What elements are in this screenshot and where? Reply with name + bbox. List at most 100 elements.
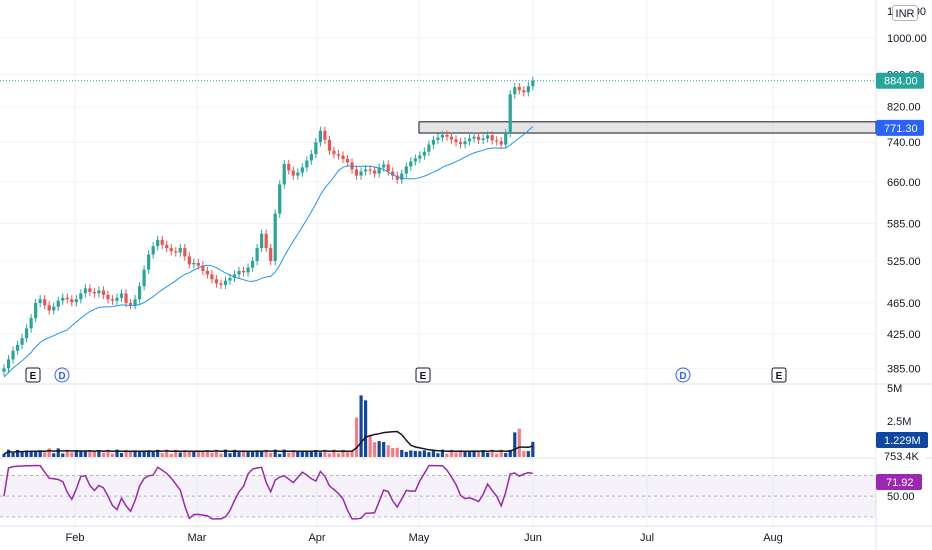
- volume-tick-label: 5M: [887, 383, 902, 395]
- earnings-marker-label: E: [30, 371, 37, 382]
- candle-body: [20, 338, 24, 345]
- candle-body: [454, 139, 458, 143]
- candle-body: [377, 167, 381, 174]
- earnings-marker[interactable]: [771, 367, 787, 383]
- volume-bar: [287, 452, 291, 457]
- volume-bar: [463, 451, 467, 457]
- volume-bar: [74, 450, 78, 457]
- volume-bar: [291, 449, 295, 457]
- candle-body: [187, 256, 191, 265]
- candle-body: [391, 171, 395, 176]
- candle-body: [205, 271, 209, 275]
- volume-bar: [124, 449, 128, 457]
- candle-body: [169, 248, 173, 252]
- volume-ma-tag[interactable]: [876, 450, 926, 462]
- volume-bar: [79, 451, 83, 457]
- volume-bar: [350, 450, 354, 457]
- volume-bar: [336, 453, 341, 457]
- time-axis-label: Apr: [308, 532, 325, 544]
- volume-bar: [440, 449, 445, 457]
- volume-last-tag[interactable]: [876, 432, 928, 448]
- candle-body: [160, 239, 164, 245]
- candle-body: [364, 169, 368, 172]
- candle-body: [6, 359, 11, 369]
- price-tick-label: 660.00: [887, 177, 921, 189]
- volume-bar: [187, 451, 191, 457]
- volume-bar: [15, 449, 20, 457]
- volume-bar: [43, 452, 47, 457]
- candle-body: [178, 248, 182, 253]
- volume-bar: [531, 441, 535, 457]
- volume-bar: [223, 449, 228, 457]
- candle-body: [25, 328, 29, 339]
- candle-body: [269, 248, 273, 261]
- candle-body: [287, 163, 291, 171]
- candle-body: [517, 87, 521, 91]
- volume-bar: [6, 449, 11, 457]
- moving-average-line: [3, 126, 534, 378]
- dividend-marker[interactable]: [675, 367, 691, 383]
- volume-bar: [522, 451, 526, 457]
- volume-bar: [142, 451, 146, 457]
- candle-body: [449, 136, 454, 140]
- volume-bar: [490, 449, 494, 457]
- volume-bar: [47, 448, 51, 457]
- rsi-last-tag[interactable]: [876, 474, 922, 490]
- level-price-tag[interactable]: [876, 119, 924, 136]
- price-axis[interactable]: 1100.001000.00900.00820.00740.00660.0058…: [876, 6, 928, 503]
- volume-bar: [467, 450, 472, 457]
- currency-label[interactable]: INR: [892, 5, 918, 21]
- volume-bar: [354, 417, 359, 457]
- volume-bar: [210, 452, 214, 457]
- volume-bar: [486, 452, 490, 457]
- volume-bar: [11, 452, 15, 457]
- candle-body: [260, 233, 264, 249]
- volume-bar: [318, 452, 322, 457]
- volume-bar: [499, 449, 503, 457]
- last-price-tag[interactable]: [876, 72, 924, 89]
- volume-bar: [61, 453, 65, 457]
- volume-bar: [314, 450, 318, 457]
- volume-bar: [56, 448, 60, 457]
- volume-bar: [327, 453, 332, 457]
- candle-body: [427, 144, 431, 152]
- candle-body: [219, 283, 223, 285]
- earnings-marker[interactable]: [25, 367, 41, 383]
- volume-bar: [192, 450, 196, 457]
- candle-body: [142, 269, 146, 287]
- candle-body: [400, 173, 404, 180]
- rsi-pane: [0, 464, 876, 520]
- volume-bar: [201, 451, 205, 457]
- candle-body: [34, 302, 38, 319]
- volume-bar: [431, 449, 435, 457]
- volume-bar: [147, 450, 151, 457]
- price-tick-label: 525.00: [887, 256, 921, 268]
- candle-body: [210, 274, 214, 280]
- volume-bar: [214, 449, 219, 457]
- volume-bar: [156, 449, 160, 457]
- candle-body: [327, 139, 332, 151]
- volume-bar: [92, 451, 96, 457]
- candle-body: [38, 299, 42, 303]
- volume-bar: [38, 450, 42, 457]
- volume-bar: [174, 449, 178, 457]
- candle-body: [106, 294, 110, 300]
- volume-bar: [65, 449, 69, 457]
- volume-bar: [481, 450, 485, 457]
- earnings-marker[interactable]: [415, 367, 431, 383]
- time-axis[interactable]: Feb Mar Apr May Jun Jul Aug: [66, 532, 783, 544]
- price-tick-label: 585.00: [887, 219, 921, 231]
- candle-body: [386, 164, 390, 172]
- candle-body: [341, 155, 345, 160]
- candle-body: [418, 155, 422, 159]
- dividend-marker[interactable]: [54, 367, 70, 383]
- candle-body: [273, 213, 277, 261]
- price-tick-label: 385.00: [887, 363, 921, 375]
- volume-bar: [83, 450, 87, 457]
- candle-body: [124, 293, 128, 303]
- volume-bar: [70, 452, 74, 457]
- volume-bar: [165, 449, 169, 457]
- candle-body: [508, 94, 512, 134]
